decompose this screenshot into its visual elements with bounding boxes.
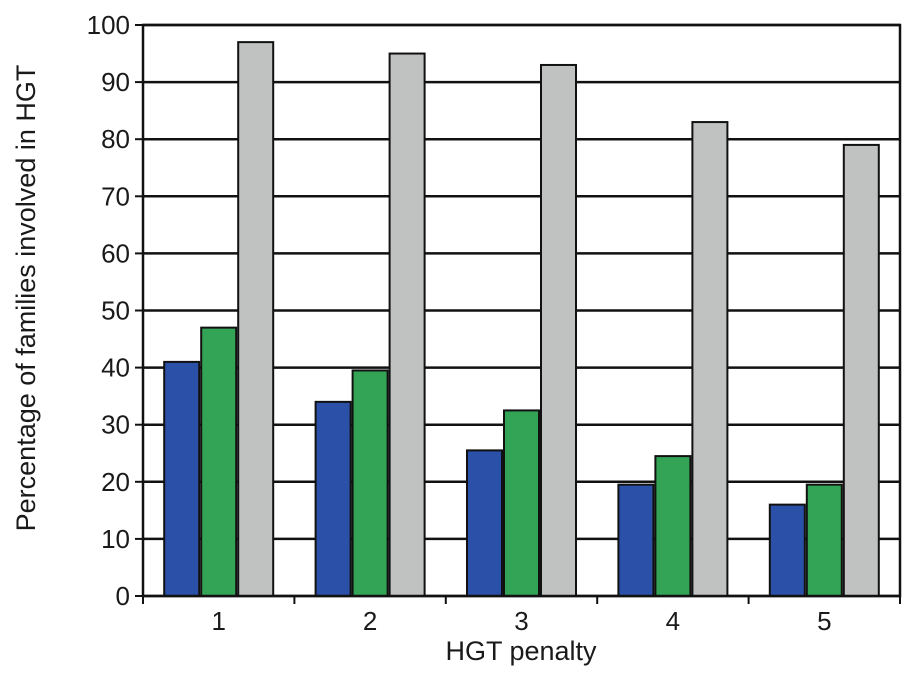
x-tick-label: 2 <box>363 606 377 636</box>
axes <box>135 23 902 604</box>
y-axis-title: Percentage of families involved in HGT <box>11 65 41 532</box>
bar <box>237 41 275 597</box>
y-tick-label: 100 <box>87 10 130 40</box>
y-tick-label: 60 <box>101 238 130 268</box>
x-axis-title: HGT penalty <box>445 636 597 666</box>
plot-frame <box>141 23 902 598</box>
bar <box>503 409 540 597</box>
y-tick-label: 70 <box>101 181 130 211</box>
bar <box>805 483 843 597</box>
y-tick-label: 20 <box>101 467 130 497</box>
y-tick-label: 80 <box>101 124 130 154</box>
x-tick-label: 5 <box>817 606 831 636</box>
tick-labels: 0 10 20 30 40 50 60 70 80 90 100 1 2 3 4 5 <box>87 10 832 636</box>
x-tick-label: 1 <box>211 606 225 636</box>
bar <box>351 369 389 597</box>
y-tick-label: 0 <box>116 581 130 611</box>
bar <box>540 63 577 598</box>
bar <box>163 360 201 598</box>
x-tick-label: 4 <box>666 606 680 636</box>
bar <box>388 52 426 598</box>
bar <box>654 455 692 598</box>
y-tick-label: 30 <box>101 410 130 440</box>
x-tick-label: 3 <box>514 606 528 636</box>
bar <box>200 326 238 597</box>
bars <box>163 41 880 598</box>
y-tick-label: 10 <box>101 524 130 554</box>
bar <box>314 400 352 597</box>
bar <box>768 503 806 598</box>
bar <box>842 143 880 597</box>
y-tick-label: 90 <box>101 67 130 97</box>
bar <box>617 483 655 597</box>
y-tick-label: 40 <box>101 353 130 383</box>
bar <box>691 121 729 597</box>
y-tick-label: 50 <box>101 296 130 326</box>
bar <box>466 449 503 597</box>
